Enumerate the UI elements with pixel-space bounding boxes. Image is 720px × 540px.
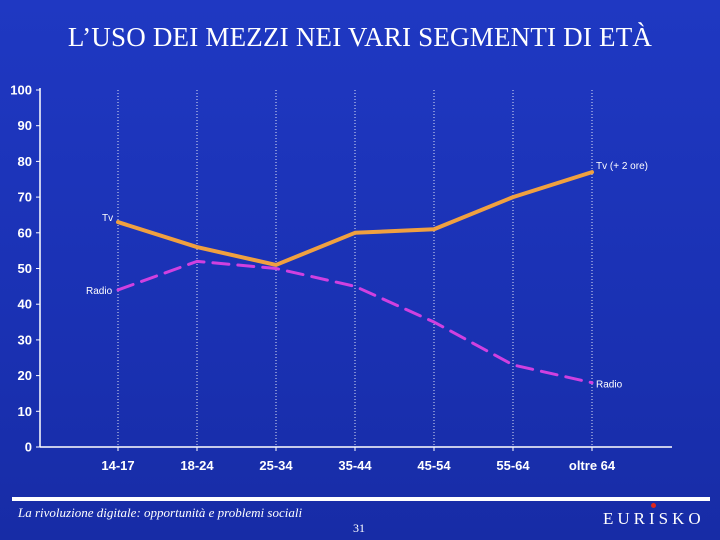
chart-axes: [39, 88, 672, 448]
y-tick-label: 0: [25, 440, 32, 455]
y-tick-label: 50: [18, 261, 32, 276]
slide-title: L’USO DEI MEZZI NEI VARI SEGMENTI DI ETÀ: [67, 22, 653, 52]
y-tick-label: 10: [18, 404, 32, 419]
y-tick-label: 100: [10, 83, 32, 98]
y-tick-label: 30: [18, 332, 32, 347]
chart-series: [116, 170, 594, 385]
x-tick-label: 14-17: [101, 458, 134, 473]
y-tick-label: 40: [18, 297, 32, 312]
x-axis-ticks: 14-17 18-24 25-34 35-44 45-54 55-64 oltre 64: [101, 447, 616, 473]
x-tick-label: 45-54: [417, 458, 451, 473]
footer-divider: [12, 497, 710, 501]
y-tick-label: 20: [18, 368, 32, 383]
x-tick-label: 25-34: [259, 458, 293, 473]
chart-grid: [117, 90, 593, 447]
y-axis-ticks: 0 10 20 30 40 50 60 70 80 90 100: [10, 83, 40, 455]
annotation-label: Tv: [102, 213, 113, 224]
x-tick-label: 35-44: [338, 458, 372, 473]
annotation-label: Radio: [86, 286, 113, 297]
page-number: 31: [353, 521, 365, 535]
y-tick-label: 60: [18, 225, 32, 240]
x-tick-label: oltre 64: [569, 458, 616, 473]
annotation-label: Tv (+ 2 ore): [596, 161, 648, 172]
footer-caption: La rivoluzione digitale: opportunità e p…: [18, 505, 303, 520]
x-tick-label: 18-24: [180, 458, 214, 473]
x-tick-label: 55-64: [496, 458, 530, 473]
brand-logo-text: EURISKO: [603, 509, 705, 528]
brand-dot-icon: [651, 503, 656, 508]
y-tick-label: 90: [18, 118, 32, 133]
y-tick-label: 70: [18, 190, 32, 205]
annotation-label: Radio: [596, 380, 623, 391]
chart-annotations: Tv Tv (+ 2 ore) Radio Radio: [86, 161, 648, 391]
y-tick-label: 80: [18, 154, 32, 169]
